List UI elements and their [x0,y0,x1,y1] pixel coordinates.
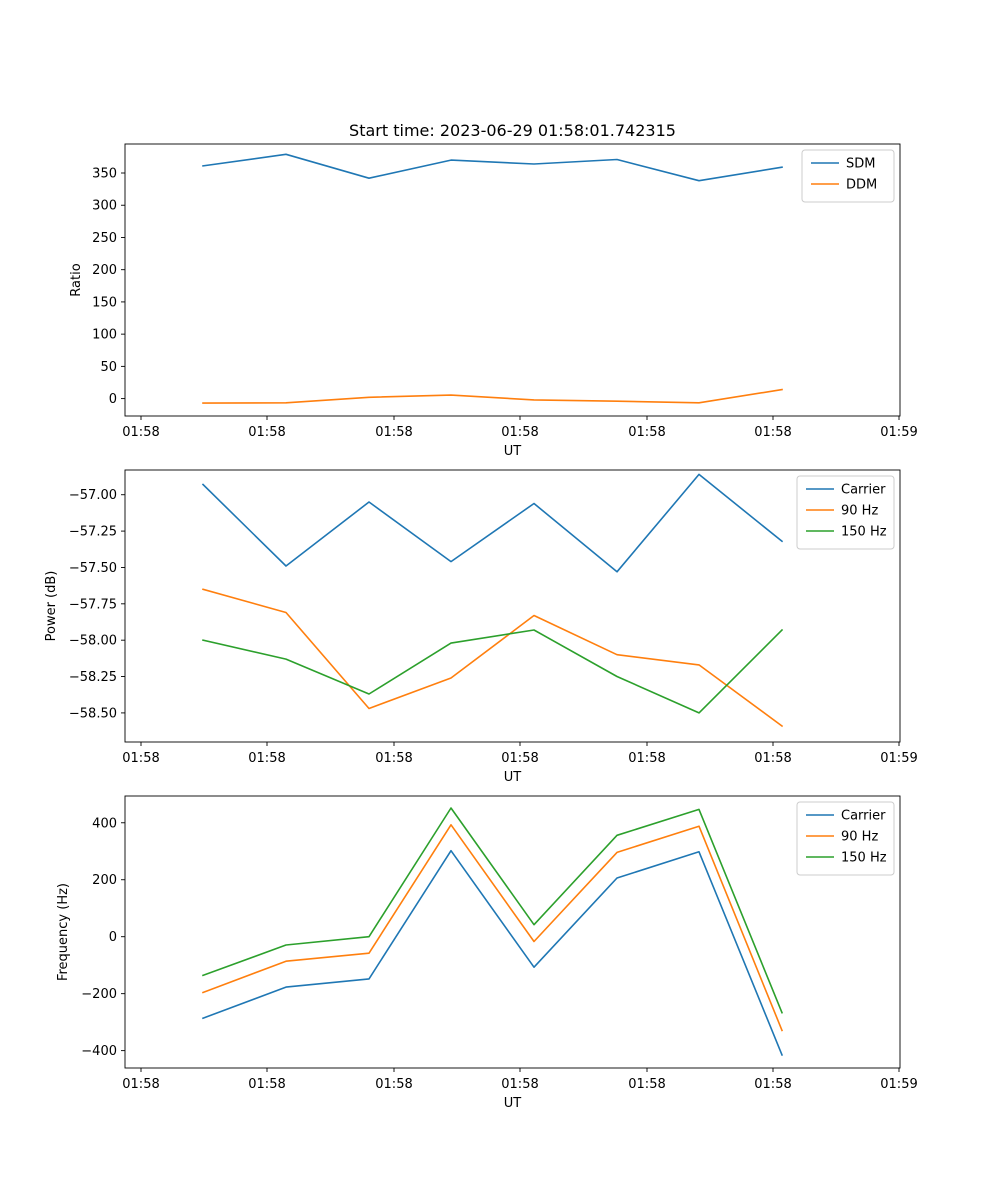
series-line-150-hz [202,628,784,714]
x-tick-label: 01:58 [375,1077,412,1092]
chart-panel-1: 01:58 01:58 01:58 01:58 01:58 01:58 01:59 UT 0 50… [69,143,918,459]
x-tick-label: 01:58 [122,751,159,766]
x-tick-label: 01:58 [501,1077,538,1092]
x-tick-label: 01:58 [375,751,412,766]
legend-label: Carrier [841,809,886,824]
y-tick-label: −58.00 [69,634,117,649]
legend-label: 90 Hz [841,504,878,519]
legend-label: 150 Hz [841,525,887,540]
x-tick-label: 01:58 [122,425,159,440]
x-tick-label: 01:58 [754,425,791,440]
series-line-ddm [202,388,783,404]
series-line-sdm [202,153,783,182]
y-tick-label: 350 [92,167,117,182]
series-line-90-hz [201,823,784,1032]
x-tick-label: 01:58 [122,1077,159,1092]
y-tick-label: 200 [92,873,117,888]
x-axis-label: UT [504,770,522,785]
x-tick-label: 01:58 [628,425,665,440]
x-tick-label: 01:59 [880,425,917,440]
y-tick-label: −57.25 [69,525,117,540]
y-tick-label: 100 [92,328,117,343]
legend-label: SDM [846,157,875,172]
axes-frame [124,469,901,743]
chart-panel-2: 01:58 01:58 01:58 01:58 01:58 01:58 01:59 UT −58… [44,469,918,785]
legend-label: 150 Hz [841,851,887,866]
series-line-carrier [201,849,784,1056]
y-tick-label: 50 [100,360,117,375]
x-tick-label: 01:59 [880,751,917,766]
y-tick-label: −57.75 [69,597,117,612]
y-tick-label: 300 [92,199,117,214]
legend-label: DDM [846,178,877,193]
axes-frame [124,143,901,417]
series-line-150-hz [201,807,784,1014]
x-tick-label: 01:58 [248,425,285,440]
y-axis-label: Power (dB) [44,571,59,642]
series-line-carrier [201,473,784,573]
x-axis-label: UT [504,444,522,459]
series-line-90-hz [202,588,784,728]
y-tick-label: −57.50 [69,561,117,576]
x-tick-label: 01:58 [248,1077,285,1092]
x-tick-label: 01:58 [375,425,412,440]
axes-frame [124,795,901,1069]
x-tick-label: 01:58 [248,751,285,766]
x-tick-label: 01:58 [628,1077,665,1092]
y-tick-label: 400 [92,816,117,831]
figure-title: Start time: 2023-06-29 01:58:01.742315 [349,121,676,140]
y-tick-label: −57.00 [69,488,117,503]
y-axis-label: Frequency (Hz) [56,883,71,981]
y-tick-label: 0 [109,930,117,945]
legend: Carrier 90 Hz 150 Hz [796,475,895,550]
legend: Carrier 90 Hz 150 Hz [796,801,895,876]
y-tick-label: 200 [92,263,117,278]
legend-label: Carrier [841,483,886,498]
x-tick-label: 01:58 [501,751,538,766]
y-tick-label: −400 [81,1044,117,1059]
x-tick-label: 01:58 [754,1077,791,1092]
y-tick-label: 0 [109,392,117,407]
chart-panel-3: 01:58 01:58 01:58 01:58 01:58 01:58 01:59 UT −40… [56,795,918,1111]
y-tick-label: −58.25 [69,670,117,685]
x-tick-label: 01:58 [754,751,791,766]
x-axis-label: UT [504,1096,522,1111]
y-axis-label: Ratio [69,263,84,296]
x-tick-label: 01:59 [880,1077,917,1092]
x-tick-label: 01:58 [628,751,665,766]
x-tick-label: 01:58 [501,425,538,440]
y-tick-label: −58.50 [69,706,117,721]
y-tick-label: 250 [92,231,117,246]
y-tick-label: −200 [81,987,117,1002]
legend-label: 90 Hz [841,830,878,845]
legend: SDM DDM [801,149,895,203]
y-tick-label: 150 [92,295,117,310]
